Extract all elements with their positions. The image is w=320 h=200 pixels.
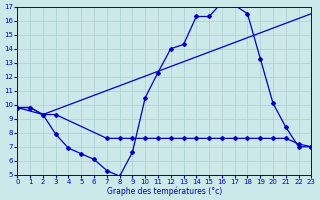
X-axis label: Graphe des températures (°c): Graphe des températures (°c) (107, 186, 222, 196)
